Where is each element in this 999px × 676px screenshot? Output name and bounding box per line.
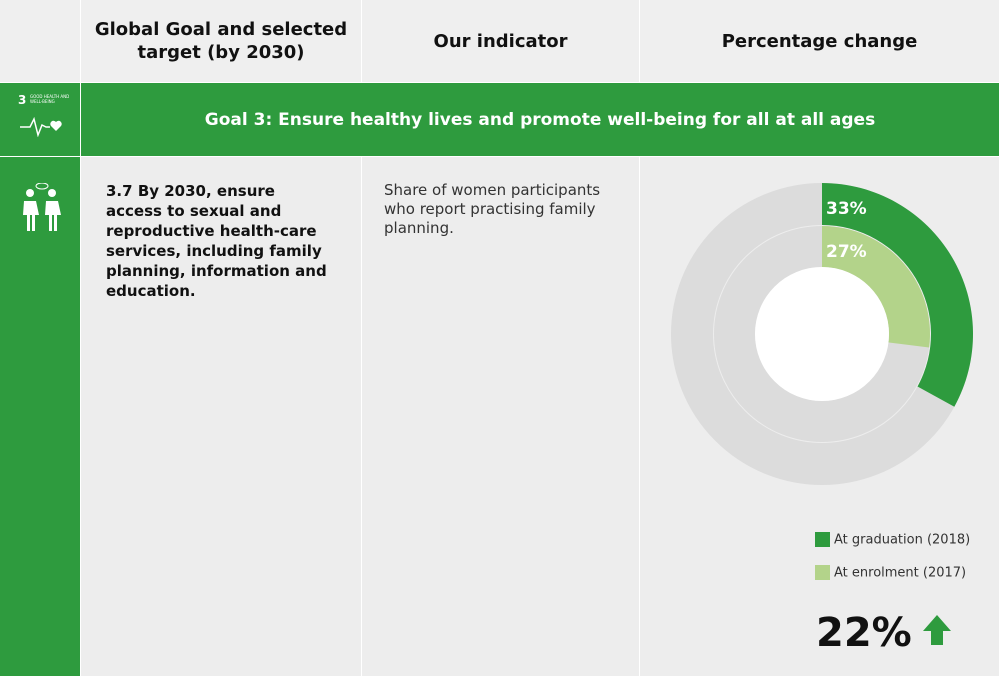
donut-segment xyxy=(822,226,930,348)
legend-label: At enrolment (2017) xyxy=(834,566,966,581)
target-number: 3.7 xyxy=(106,182,133,200)
value-label: 27% xyxy=(826,242,867,262)
heartbeat-icon xyxy=(20,116,62,137)
target-cell: 3.7 By 2030, ensure access to sexual and… xyxy=(81,157,361,676)
goal-title: Goal 3: Ensure healthy lives and promote… xyxy=(81,83,999,156)
header-blank xyxy=(0,0,80,82)
donut-hole xyxy=(755,267,889,401)
people-icon xyxy=(23,183,61,231)
goal-icon-label: GOOD HEALTH AND WELL-BEING xyxy=(30,94,70,104)
target-text: By 2030, ensure access to sexual and rep… xyxy=(106,182,327,300)
header-cell: Global Goal and selected target (by 2030… xyxy=(81,0,361,82)
legend-swatch xyxy=(815,565,830,580)
legend-swatch xyxy=(815,532,830,547)
goal-icon: 3 GOOD HEALTH AND WELL-BEING xyxy=(0,83,80,156)
indicator-cell: Share of women participants who report p… xyxy=(362,157,639,676)
up-arrow xyxy=(923,615,951,645)
target-icon-column xyxy=(0,157,80,676)
header-cell: Percentage change xyxy=(640,0,999,82)
legend-label: At graduation (2018) xyxy=(834,533,970,548)
goal-number: 3 xyxy=(18,93,27,107)
percentage-change: 22% xyxy=(816,610,912,656)
value-label: 33% xyxy=(826,199,867,219)
header-cell: Our indicator xyxy=(362,0,639,82)
donut-segment xyxy=(822,183,973,407)
